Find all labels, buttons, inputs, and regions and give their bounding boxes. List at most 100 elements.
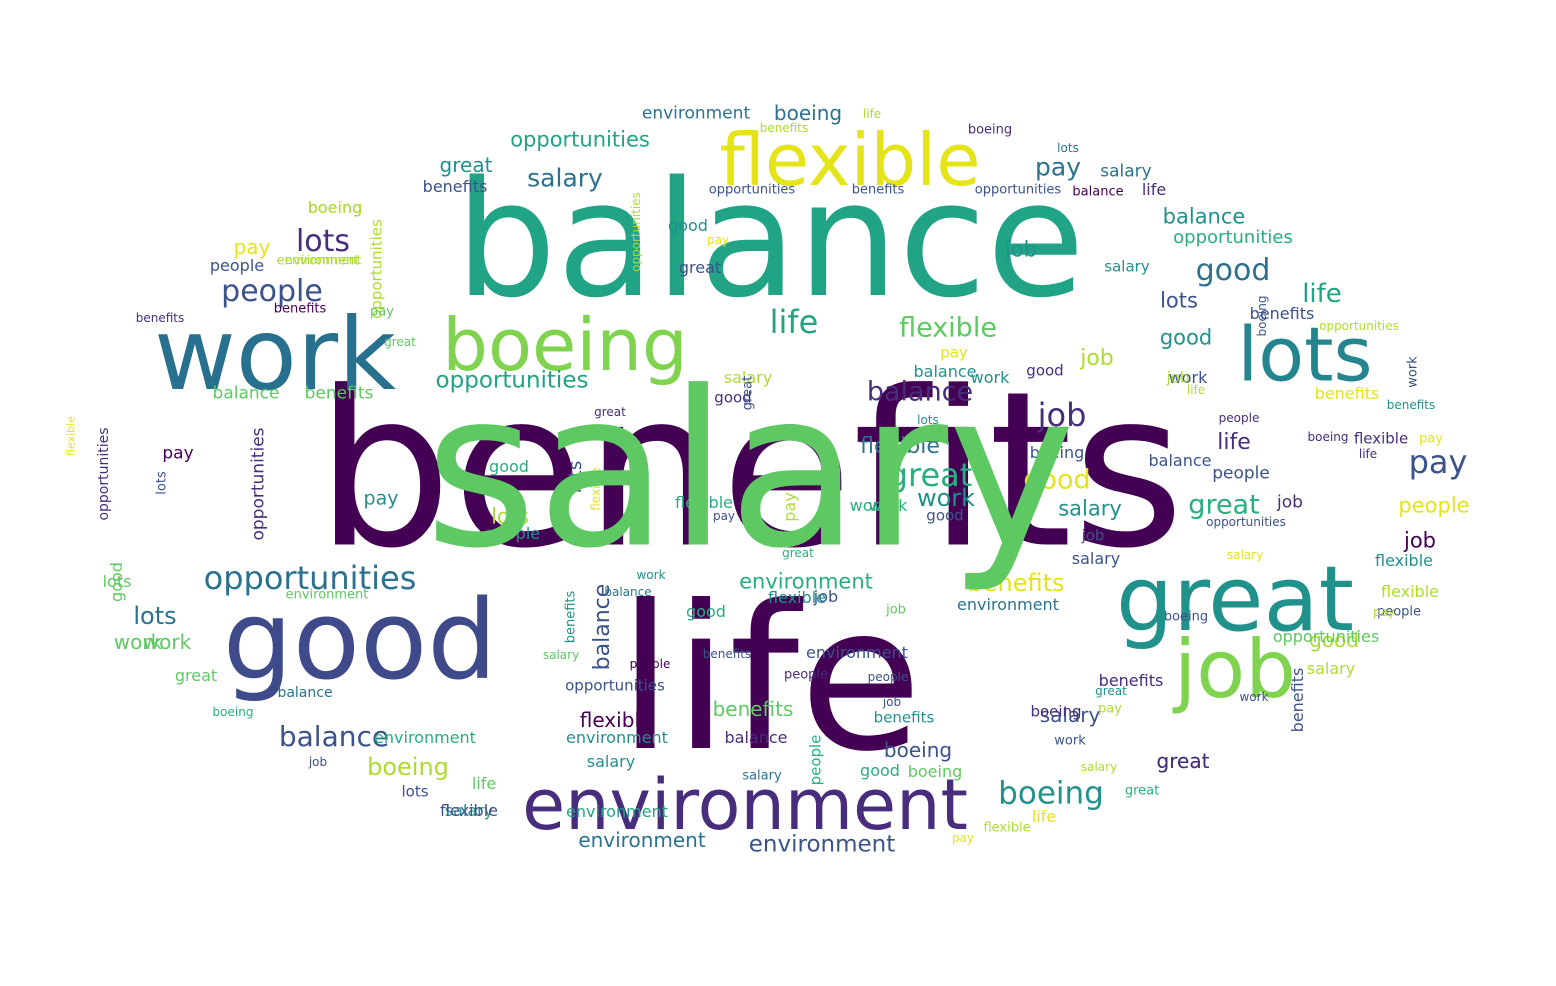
cloud-word-environment: environment: [806, 643, 908, 662]
cloud-word-job: job: [882, 695, 902, 709]
cloud-word-job: job: [1166, 368, 1190, 387]
cloud-word-life: life: [1186, 383, 1206, 397]
cloud-word-flexible: flexible: [899, 312, 997, 344]
cloud-word-opportunities: opportunities: [96, 427, 112, 521]
cloud-word-lots: lots: [917, 413, 939, 427]
cloud-word-environment: environment: [566, 728, 668, 747]
cloud-word-job: job: [1037, 396, 1087, 434]
cloud-word-good: good: [222, 576, 498, 704]
cloud-word-work: work: [868, 496, 908, 515]
cloud-word-lots: lots: [102, 572, 132, 591]
cloud-word-environment: environment: [739, 569, 873, 594]
cloud-word-benefits: benefits: [851, 182, 905, 198]
cloud-word-job: job: [1081, 526, 1105, 545]
cloud-word-life: life: [1302, 279, 1342, 309]
cloud-word-benefits: benefits: [712, 697, 794, 721]
cloud-word-great: great: [1116, 547, 1354, 652]
cloud-word-lots: lots: [1057, 141, 1079, 155]
cloud-word-opportunities: opportunities: [203, 559, 417, 597]
cloud-word-flexible: flexible: [440, 801, 498, 820]
cloud-word-benefits: benefits: [702, 647, 752, 661]
cloud-word-lots: lots: [491, 504, 529, 529]
cloud-word-people: people: [629, 657, 671, 671]
cloud-word-environment: environment: [578, 828, 706, 852]
cloud-word-boeing: boeing: [307, 198, 363, 217]
cloud-word-boeing: boeing: [1030, 702, 1082, 721]
cloud-word-pay: pay: [1419, 431, 1443, 447]
cloud-word-benefits: benefits: [1386, 398, 1436, 412]
cloud-word-lots: lots: [1160, 288, 1198, 313]
cloud-word-lots: lots: [295, 224, 351, 259]
cloud-word-people: people: [806, 734, 825, 786]
cloud-word-pay: pay: [712, 509, 736, 523]
cloud-word-salary: salary: [1226, 548, 1264, 562]
cloud-word-salary: salary: [444, 801, 494, 820]
cloud-word-balance: balance: [604, 585, 652, 599]
cloud-word-boeing: boeing: [1307, 430, 1349, 444]
cloud-word-balance: balance: [278, 720, 390, 753]
cloud-word-job: job: [1277, 492, 1303, 513]
cloud-word-salary: salary: [723, 368, 773, 387]
cloud-word-salary: salary: [1039, 703, 1101, 727]
cloud-word-great: great: [678, 258, 722, 277]
cloud-word-environment: environment: [957, 595, 1059, 614]
cloud-word-good: good: [686, 602, 726, 621]
cloud-word-benefits: benefits: [1249, 304, 1315, 323]
cloud-word-great: great: [384, 335, 416, 349]
cloud-word-benefits: benefits: [273, 301, 327, 317]
cloud-word-work: work: [1168, 368, 1208, 387]
cloud-word-good: good: [1159, 325, 1213, 350]
cloud-word-great: great: [1156, 749, 1210, 773]
cloud-word-great: great: [439, 153, 493, 177]
cloud-word-environment: environment: [566, 802, 668, 821]
cloud-word-pay: pay: [363, 487, 399, 510]
cloud-word-salary: salary: [742, 768, 782, 784]
cloud-word-environment: environment: [285, 587, 369, 603]
cloud-word-great: great: [1156, 749, 1210, 773]
cloud-word-balance: balance: [866, 376, 974, 408]
cloud-word-benefits: benefits: [759, 121, 809, 135]
cloud-word-life: life: [1141, 180, 1167, 199]
cloud-word-benefits: benefits: [967, 569, 1065, 597]
cloud-word-flexible: flexible: [1353, 429, 1409, 448]
cloud-word-boeing: boeing: [907, 762, 963, 781]
cloud-word-salary: salary: [1058, 496, 1122, 521]
cloud-word-salary: salary: [424, 344, 1076, 596]
cloud-word-opportunities: opportunities: [565, 676, 665, 695]
cloud-word-pay: pay: [370, 304, 394, 320]
cloud-word-environment: environment: [284, 253, 362, 267]
cloud-word-lots: lots: [154, 471, 170, 495]
cloud-word-salary: salary: [1071, 549, 1121, 568]
cloud-word-benefits: benefits: [135, 311, 185, 325]
cloud-word-benefits: benefits: [315, 344, 1185, 596]
cloud-word-salary: salary: [1100, 161, 1152, 182]
cloud-word-great: great: [782, 546, 814, 560]
cloud-word-opportunities: opportunities: [1173, 227, 1293, 248]
cloud-word-flexible: flexible: [64, 416, 78, 456]
cloud-word-life: life: [769, 303, 819, 341]
cloud-word-pay: pay: [1035, 152, 1081, 182]
cloud-word-flexible: flexible: [719, 118, 981, 202]
cloud-word-boeing: boeing: [1255, 295, 1269, 337]
cloud-word-job: job: [1174, 623, 1296, 716]
cloud-word-job: job: [1403, 528, 1437, 553]
cloud-word-people: people: [867, 670, 909, 684]
cloud-word-environment: environment: [522, 764, 968, 846]
cloud-word-good: good: [489, 457, 529, 476]
cloud-word-opportunities: opportunities: [1206, 515, 1286, 529]
cloud-word-good: good: [668, 216, 708, 235]
cloud-word-good: good: [860, 761, 900, 780]
cloud-word-work: work: [1239, 690, 1269, 704]
cloud-word-pay: pay: [706, 233, 730, 247]
cloud-word-great: great: [594, 405, 626, 419]
cloud-word-pay: pay: [1372, 605, 1396, 619]
cloud-word-great: great: [1124, 783, 1160, 799]
cloud-word-salary: salary: [1080, 760, 1118, 774]
cloud-word-benefits: benefits: [1288, 667, 1307, 733]
cloud-word-work: work: [1405, 356, 1421, 388]
cloud-word-good: good: [1309, 628, 1359, 652]
cloud-word-salary: salary: [1306, 659, 1356, 678]
cloud-word-life: life: [1217, 430, 1251, 455]
cloud-word-lots: lots: [133, 602, 177, 630]
cloud-word-benefits: benefits: [1314, 384, 1380, 403]
